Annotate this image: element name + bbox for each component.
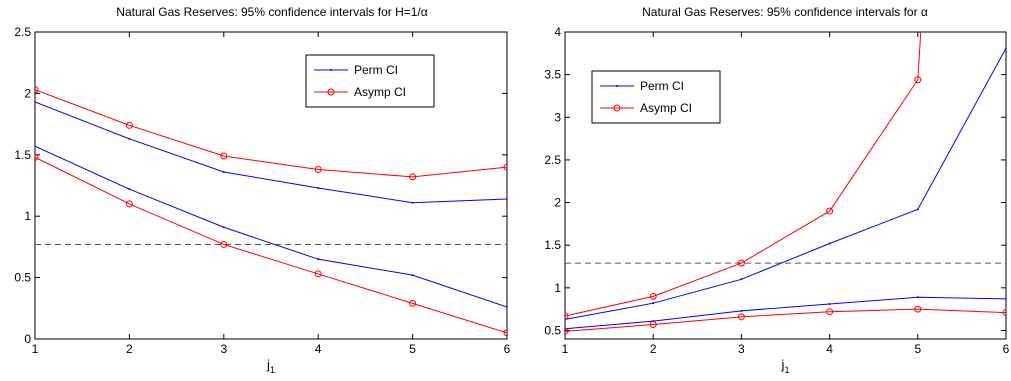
data-point	[740, 309, 743, 312]
y-tick-label: 2	[24, 86, 31, 100]
chart-title: Natural Gas Reserves: 95% confidence int…	[116, 5, 427, 19]
data-point	[914, 305, 922, 313]
data-point	[503, 163, 507, 171]
y-tick-label: 0.5	[544, 323, 561, 337]
legend-box	[305, 54, 435, 108]
data-point	[565, 312, 569, 320]
x-tick-label: 4	[826, 342, 833, 356]
data-point	[826, 308, 834, 316]
data-point	[314, 166, 322, 174]
data-point	[565, 327, 569, 335]
data-point	[737, 259, 745, 267]
legend-marker	[330, 69, 332, 71]
series-line-asymp-ci-upper	[565, 32, 922, 317]
axes-box	[34, 31, 508, 340]
y-tick-label: 3	[554, 110, 561, 124]
series-line-perm-ci-upper	[35, 101, 507, 204]
y-tick-label: 1	[554, 281, 561, 295]
y-tick-label: 2.5	[14, 25, 31, 39]
y-tick-label: 1.5	[14, 148, 31, 162]
y-tick-label: 2	[554, 196, 561, 210]
y-tick-label: 2.5	[544, 153, 561, 167]
y-tick-label: 3.5	[544, 68, 561, 82]
data-point	[1002, 309, 1006, 317]
x-tick-label: 5	[914, 342, 921, 356]
data-point	[503, 329, 507, 337]
legend-label: Perm CI	[640, 79, 684, 93]
data-point	[916, 208, 919, 211]
y-tick-label: 1	[24, 209, 31, 223]
data-point	[411, 274, 414, 277]
data-point	[409, 299, 417, 307]
axes-box	[564, 31, 1007, 340]
data-point	[914, 76, 922, 84]
data-point	[649, 292, 657, 300]
series-line-perm-ci-upper	[565, 47, 1006, 320]
data-point	[1005, 297, 1006, 300]
data-point	[35, 100, 36, 103]
x-tick-label: 6	[504, 342, 511, 356]
data-point	[409, 173, 417, 181]
data-point	[828, 303, 831, 306]
data-point	[411, 201, 414, 204]
data-point	[220, 152, 228, 160]
legend-marker	[613, 104, 621, 112]
x-tick-label: 3	[738, 342, 745, 356]
series-line-perm-ci-lower	[35, 145, 507, 308]
chart-panel-1: Natural Gas Reserves: 95% confidence int…	[14, 5, 510, 375]
x-tick-label: 2	[650, 342, 657, 356]
x-tick-label: 5	[409, 342, 416, 356]
legend: Perm CI Asymp CI	[305, 54, 435, 108]
x-tick-label: 2	[126, 342, 133, 356]
chart-panel-2: Natural Gas Reserves: 95% confidence int…	[544, 5, 1010, 375]
series-line-perm-ci-lower	[565, 296, 1006, 330]
data-point	[35, 153, 39, 161]
legend-marker	[327, 88, 335, 96]
data-point	[35, 145, 36, 148]
y-tick-label: 1.5	[544, 238, 561, 252]
data-point	[125, 200, 133, 208]
x-axis-label: j1	[781, 357, 790, 375]
x-tick-label: 3	[220, 342, 227, 356]
data-point	[916, 296, 919, 299]
data-point	[649, 321, 657, 329]
data-point	[506, 306, 507, 309]
legend-box	[591, 70, 721, 124]
x-tick-label: 4	[315, 342, 322, 356]
x-tick-label: 1	[32, 342, 39, 356]
x-axis-label: j1	[266, 357, 275, 375]
data-point	[222, 170, 225, 173]
data-point	[317, 258, 320, 261]
data-point	[35, 86, 39, 94]
data-point	[317, 186, 320, 189]
series-line-asymp-ci-upper	[35, 89, 507, 178]
legend-label: Asymp CI	[354, 85, 406, 99]
data-point	[826, 207, 834, 215]
legend-label: Asymp CI	[640, 101, 692, 115]
chart-title: Natural Gas Reserves: 95% confidence int…	[642, 5, 928, 19]
data-point	[222, 226, 225, 229]
data-point	[506, 198, 507, 201]
data-point	[128, 137, 131, 140]
y-tick-label: 0	[24, 332, 31, 346]
legend: Perm CI Asymp CI	[591, 70, 721, 124]
data-point	[1005, 47, 1006, 50]
data-point	[828, 242, 831, 245]
y-tick-label: 4	[554, 25, 561, 39]
data-point	[125, 121, 133, 129]
legend-marker	[616, 85, 618, 87]
x-tick-label: 1	[562, 342, 569, 356]
data-point	[740, 278, 743, 281]
data-point	[737, 313, 745, 321]
series-line-asymp-ci-lower	[565, 308, 1006, 332]
legend-label: Perm CI	[354, 63, 398, 77]
data-point	[128, 188, 131, 191]
y-tick-label: 0.5	[14, 271, 31, 285]
data-point	[314, 270, 322, 278]
data-point	[652, 302, 655, 305]
series-line-asymp-ci-lower	[35, 156, 507, 334]
data-point	[220, 240, 228, 248]
x-tick-label: 6	[1003, 342, 1010, 356]
